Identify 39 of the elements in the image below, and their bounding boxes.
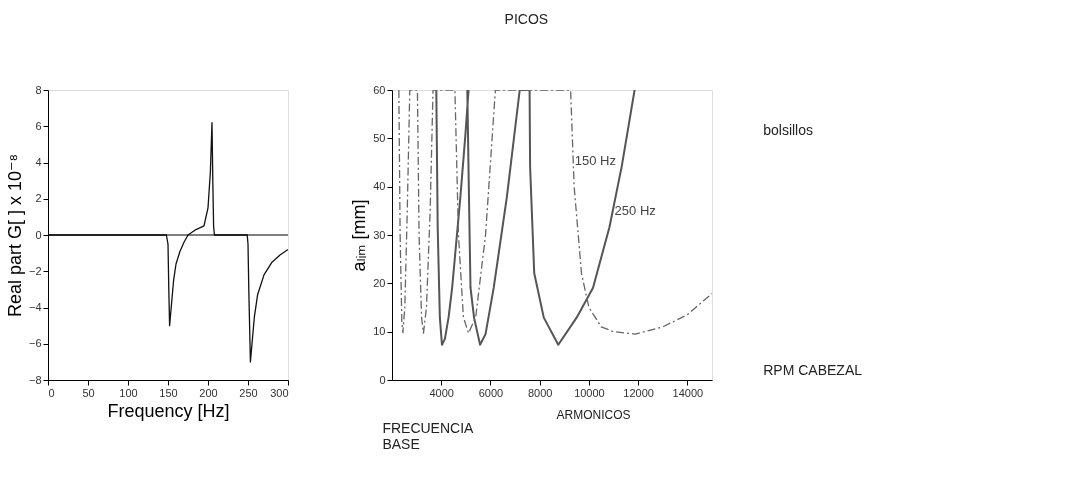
text: PICOS <box>504 11 549 27</box>
y-tick-label: 20 <box>373 276 386 289</box>
x-tick-label: 50 <box>82 386 95 399</box>
text: ARMONICOS <box>556 407 631 422</box>
x-tick-label: 200 <box>199 386 218 399</box>
x-tick-label: 0 <box>48 386 55 399</box>
y-tick-label: 10 <box>373 325 386 338</box>
y-tick-label: 30 <box>373 228 386 241</box>
y-tick-label: −2 <box>28 264 42 277</box>
y-tick-label: 4 <box>35 156 42 168</box>
y-tick-label: 2 <box>35 192 42 205</box>
y-axis-title: aₗᵢₘ [mm] <box>349 199 370 272</box>
x-tick-label: 12000 <box>623 386 654 399</box>
y-tick-label: 60 <box>373 83 386 96</box>
annotation: 250 Hz <box>614 202 656 218</box>
annotation: 150 Hz <box>574 152 616 168</box>
text: RPM CABEZAL <box>763 362 863 379</box>
text: FRECUENCIA BASE <box>382 420 475 453</box>
y-tick-label: −8 <box>28 373 42 386</box>
x-tick-label: 250 <box>239 386 258 399</box>
x-axis-title: Frequency [Hz] <box>107 400 230 421</box>
y-tick-label: 50 <box>373 131 386 144</box>
x-tick-label: 6000 <box>478 386 504 399</box>
x-tick-label: 8000 <box>527 386 553 399</box>
x-tick-label: 100 <box>119 386 138 399</box>
x-tick-label: 4000 <box>429 386 454 399</box>
y-tick-label: 0 <box>35 228 42 241</box>
x-tick-label: 300 <box>270 386 289 399</box>
y-tick-label: 6 <box>35 119 42 132</box>
y-tick-label: 8 <box>35 83 42 96</box>
y-tick-label: −4 <box>28 301 42 313</box>
y-tick-label: −6 <box>28 337 42 350</box>
y-tick-label: 40 <box>373 180 386 193</box>
text: bolsillos <box>763 121 814 138</box>
y-axis-title: Real part G[ ] x 10⁻⁸ <box>4 153 25 318</box>
x-tick-label: 14000 <box>672 386 704 399</box>
y-tick-label: 0 <box>379 373 386 386</box>
x-tick-label: 10000 <box>574 386 605 399</box>
x-tick-label: 150 <box>159 386 178 399</box>
